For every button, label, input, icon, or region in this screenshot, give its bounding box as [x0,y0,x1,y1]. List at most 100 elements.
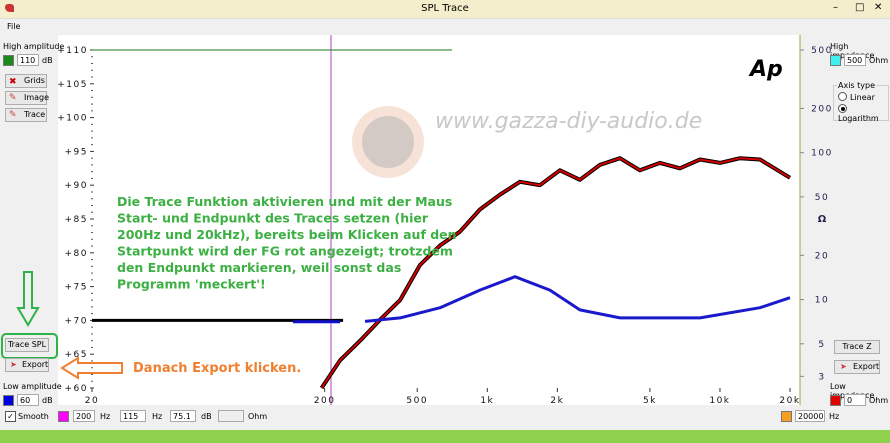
unit: dB [42,56,53,65]
unit: Ohm [869,56,889,65]
button-label: Trace [24,110,46,119]
title-bar: SPL Trace – □ ✕ [0,0,890,19]
button-label: Export [22,360,49,369]
y-tick-label: +110 [57,46,88,56]
input[interactable]: 200 [73,410,95,422]
y2-tick-label: 500 [811,46,833,56]
y-tick-label: +75 [65,283,89,293]
button[interactable]: ✖ Grids [5,74,47,88]
minimize[interactable]: – [833,2,838,13]
unit: Ohm [869,396,889,405]
button-label: Image [24,93,50,102]
annotation-line: 200Hz und 20kHz), bereits beim Klicken a… [117,227,457,242]
x-tick-label: 20 [85,396,99,406]
input[interactable]: 115 [120,410,146,422]
annotation-line: Die Trace Funktion aktivieren und mit de… [117,194,452,209]
x-tick-label: 20k [779,396,800,406]
x-tick-label: 2k [550,396,564,406]
button[interactable]: Trace Z [834,340,880,354]
input[interactable]: 110 [17,54,39,66]
annotation-line: Start- und Endpunkt des Traces setzen (h… [117,211,429,226]
x-tick-label: 5k [643,396,657,406]
button[interactable]: ➤ Export [5,358,49,372]
plot-background [58,35,800,405]
group-label: Axis type [837,81,877,90]
annotation-line: Startpunkt wird der FG rot angezeigt; tr… [117,244,453,259]
y-tick-label: +70 [65,316,89,326]
y2-tick-label: 200 [811,104,833,114]
radio-label: Logarithm [838,114,879,123]
button[interactable]: ✎ Image [5,91,50,105]
window-title: SPL Trace [421,3,469,14]
unit: Hz [152,412,163,421]
y2-axis-label: Ω [818,214,827,225]
color-swatch[interactable] [830,395,841,406]
input[interactable]: 75.1 [170,410,196,422]
y-tick-label: +105 [57,80,88,90]
radio-option[interactable]: Logarithm [838,104,888,123]
watermark-icon [362,116,414,168]
color-swatch[interactable] [58,411,69,422]
color-swatch[interactable] [3,395,14,406]
highlight-box [1,333,58,359]
input[interactable]: 60 [17,394,39,406]
axis-type-group: Axis type Linear Logarithm [833,81,889,123]
maximize[interactable]: □ [855,2,865,13]
color-swatch[interactable] [3,55,14,66]
y2-tick-label: 50 [815,193,829,203]
x-tick-label: 1k [480,396,494,406]
color-swatch[interactable] [781,411,792,422]
x-tick-label: 500 [406,396,428,406]
unit: Ohm [248,412,268,421]
close[interactable]: ✕ [874,2,883,13]
y2-tick-label: 10 [815,296,829,306]
y-tick-label: +90 [65,181,89,191]
button-label: Export [853,362,880,371]
unit: dB [42,396,53,405]
button-label: Grids [24,76,45,85]
y2-tick-label: 20 [815,251,829,261]
unit: Hz [100,412,111,421]
y-tick-label: +95 [65,147,89,157]
y-tick-label: +100 [57,114,88,124]
x-tick-label: 10k [709,396,730,406]
label: High amplitude [3,42,65,51]
checkbox[interactable]: ✓ [5,411,16,422]
x-tick-label: 200 [314,396,336,406]
y-tick-label: +60 [65,384,89,394]
trace-line [320,157,791,389]
y-tick-label: +80 [65,249,89,259]
y-tick-label: +65 [65,350,89,360]
color-swatch[interactable] [830,55,841,66]
y2-tick-label: 5 [818,340,825,350]
radio-label: Linear [850,93,875,102]
trace-line [364,275,791,323]
button[interactable]: ✎ Trace [5,108,47,122]
y2-tick-label: 100 [811,149,833,159]
label: Low amplitude [3,382,62,391]
watermark: www.gazza-diy-audio.de [435,109,702,134]
hint-arrow [16,271,40,327]
y-tick-label: +85 [65,215,89,225]
callout: Danach Export klicken. [133,361,301,376]
menu-item[interactable]: File [7,22,21,31]
app-icon [5,4,14,12]
taskbar-strip [0,430,890,443]
annotation-line: Programm 'meckert'! [117,277,266,292]
radio-option[interactable]: Linear [838,92,875,102]
y2-tick-label: 3 [818,372,825,382]
button[interactable]: ➤ Export [834,360,880,374]
label: Smooth [18,412,49,421]
unit: dB [201,412,212,421]
input[interactable]: 20000 [795,410,825,422]
button[interactable]: Trace SPL [5,338,49,352]
input[interactable] [218,410,244,422]
logo: Ap [748,57,783,82]
input[interactable]: 0 [844,394,866,406]
callout-arrow [60,356,123,380]
annotation-line: den Endpunkt markieren, weil sonst das [117,260,401,275]
input[interactable]: 500 [844,54,866,66]
unit: Hz [829,412,840,421]
